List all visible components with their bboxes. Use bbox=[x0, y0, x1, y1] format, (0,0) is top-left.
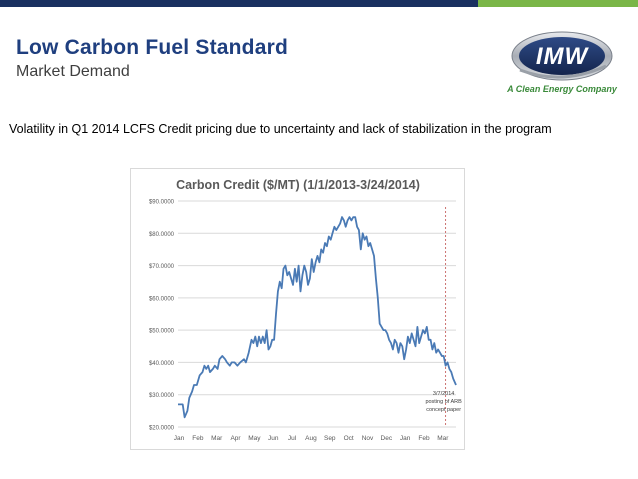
top-bar-green-segment bbox=[478, 0, 638, 7]
chart-frame: Carbon Credit ($/MT) (1/1/2013-3/24/2014… bbox=[130, 168, 465, 450]
chart-title: Carbon Credit ($/MT) (1/1/2013-3/24/2014… bbox=[176, 178, 420, 192]
y-tick-label: $80.0000 bbox=[149, 232, 175, 238]
slide-subtitle: Market Demand bbox=[16, 63, 130, 80]
x-tick-label: Jan bbox=[174, 435, 185, 442]
x-tick-label: Mar bbox=[437, 435, 449, 442]
logo-tagline: A Clean Energy Company bbox=[507, 84, 617, 94]
x-axis-tick-labels: Jan Feb Mar Apr May Jun Jul Aug Sep Oct Nov Dec Jan F… bbox=[174, 435, 450, 442]
y-axis-tick-labels: $20.0000 $30.0000 $40.0000 $50.0000 $60.0000… bbox=[149, 200, 175, 432]
annotation-line: posting of ARB bbox=[425, 399, 462, 405]
x-tick-label: Jan bbox=[400, 435, 411, 442]
body-text: Volatility in Q1 2014 LCFS Credit pricin… bbox=[9, 122, 552, 136]
x-tick-label: Sep bbox=[324, 435, 336, 442]
x-tick-label: Nov bbox=[362, 435, 374, 442]
y-tick-label: $20.0000 bbox=[149, 426, 175, 432]
y-tick-label: $90.0000 bbox=[149, 200, 175, 206]
x-tick-label: Feb bbox=[418, 435, 430, 442]
annotation-line: concept paper bbox=[426, 407, 461, 413]
annotation-text: 3/7/2014 posting of ARB concept paper bbox=[425, 391, 462, 413]
x-tick-label: Jul bbox=[288, 435, 297, 442]
imw-logo-icon: IMW bbox=[511, 31, 613, 81]
x-tick-label: Feb bbox=[192, 435, 204, 442]
x-tick-label: Mar bbox=[211, 435, 223, 442]
x-tick-label: Jun bbox=[268, 435, 279, 442]
x-tick-label: Oct bbox=[344, 435, 354, 442]
x-tick-label: Dec bbox=[381, 435, 393, 442]
carbon-credit-chart: Carbon Credit ($/MT) (1/1/2013-3/24/2014… bbox=[149, 178, 462, 442]
y-tick-label: $30.0000 bbox=[149, 393, 175, 399]
y-tick-label: $40.0000 bbox=[149, 361, 175, 367]
y-tick-label: $50.0000 bbox=[149, 329, 175, 335]
top-color-bar bbox=[0, 0, 638, 7]
chart-grid bbox=[178, 200, 456, 428]
chart-series-layer bbox=[178, 216, 457, 419]
y-tick-label: $60.0000 bbox=[149, 296, 175, 302]
x-tick-label: Aug bbox=[305, 435, 317, 442]
y-tick-label: $70.0000 bbox=[149, 264, 175, 270]
annotation-line: 3/7/2014 bbox=[433, 391, 454, 397]
x-tick-label: Apr bbox=[230, 435, 241, 442]
slide-title: Low Carbon Fuel Standard bbox=[16, 36, 288, 59]
series-line-carbon-credit bbox=[178, 216, 457, 419]
x-tick-label: May bbox=[248, 435, 261, 442]
logo-text: IMW bbox=[536, 43, 590, 70]
top-bar-navy-segment bbox=[0, 0, 478, 7]
